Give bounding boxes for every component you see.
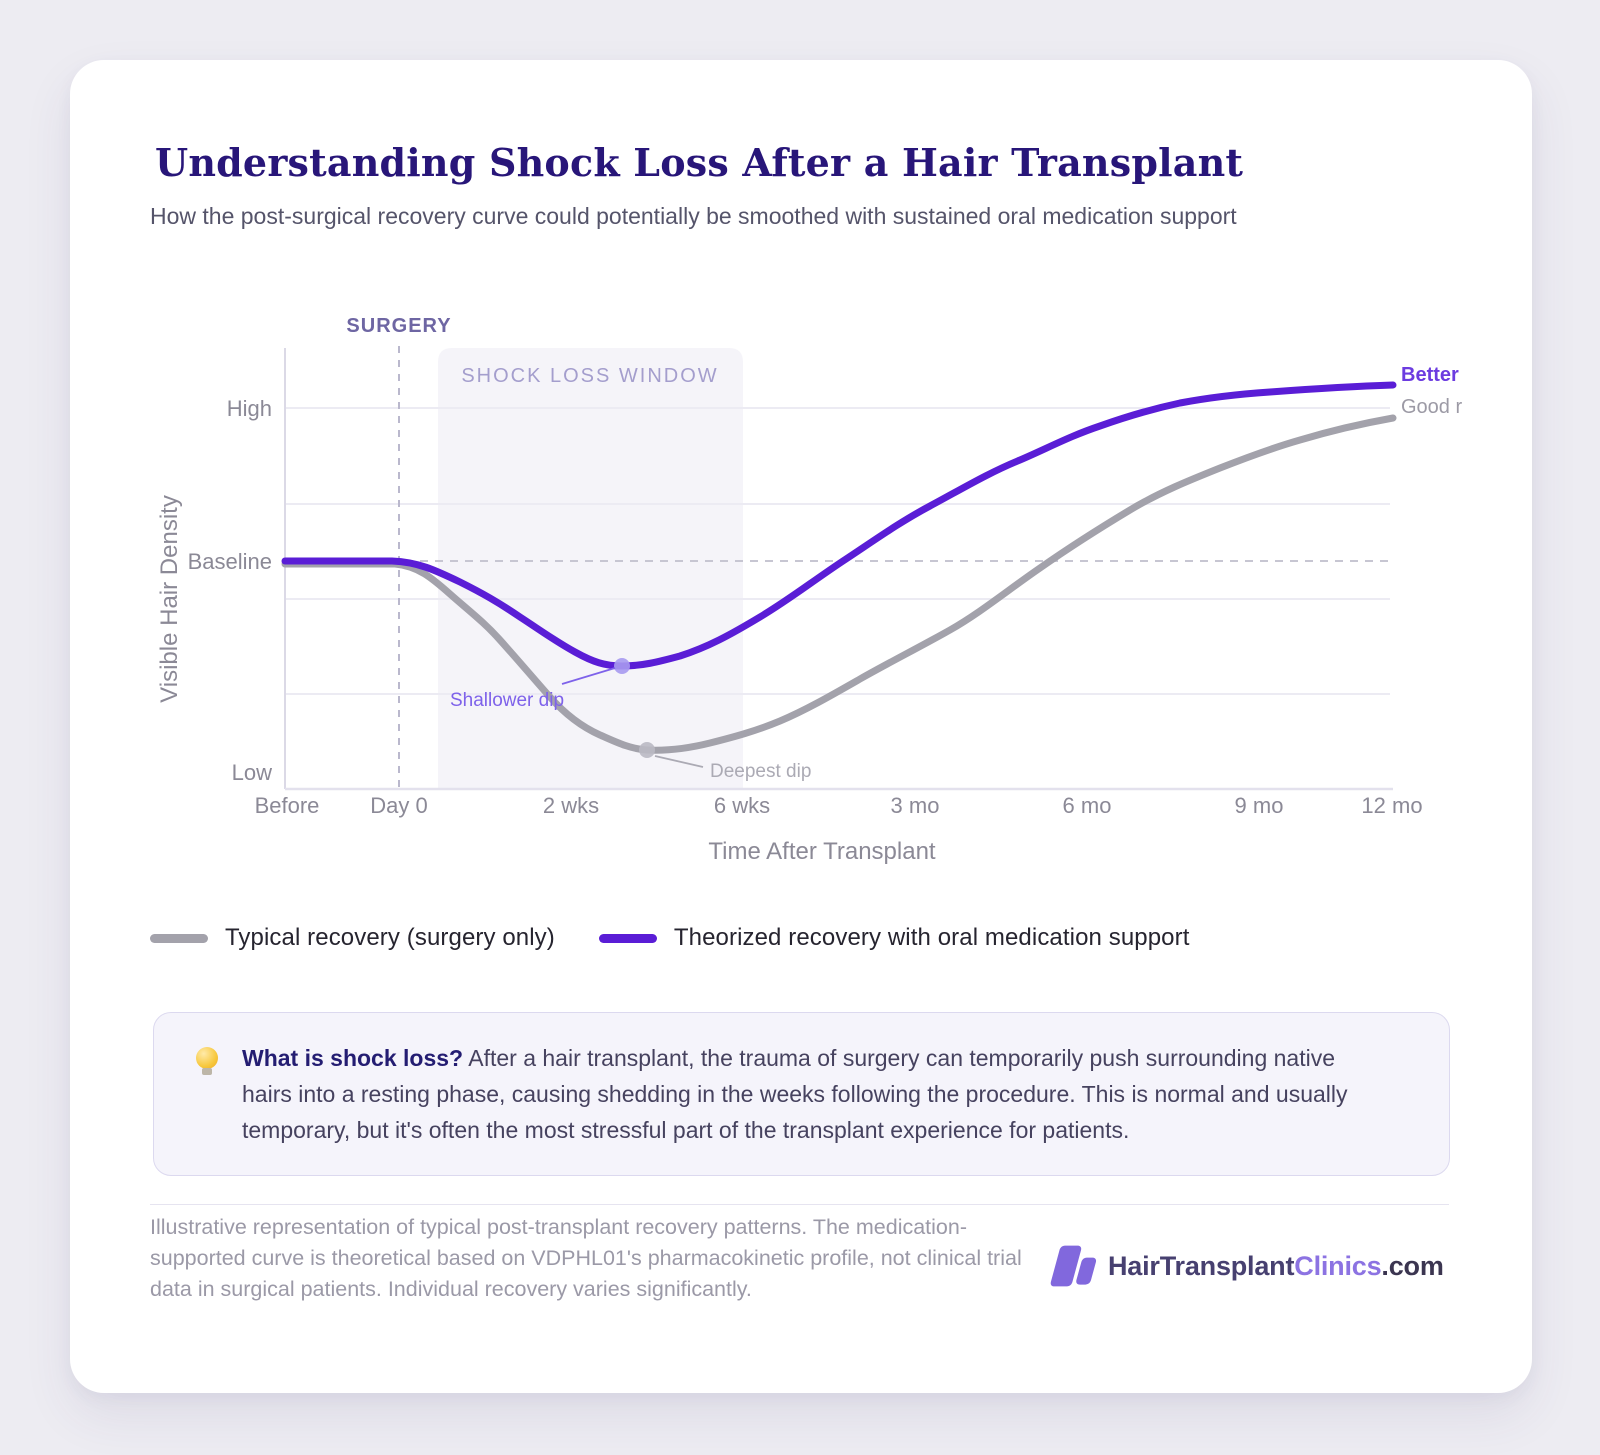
chart-legend: Typical recovery (surgery only) Theorize… — [150, 924, 1189, 952]
better-end-label: Better — [1401, 364, 1459, 386]
info-body: After a hair transplant, the trauma of s… — [242, 1045, 1348, 1143]
deepest-dip-label: Deepest dip — [710, 761, 811, 782]
page-title: Understanding Shock Loss After a Hair Tr… — [155, 140, 1244, 185]
shock-loss-window-label: SHOCK LOSS WINDOW — [461, 365, 718, 387]
info-title: What is shock loss? — [242, 1045, 464, 1071]
recovery-chart: SURGERY SHOCK LOSS WINDOW High Baseline … — [150, 310, 1500, 870]
svg-text:2 wks: 2 wks — [543, 793, 599, 818]
svg-text:12 mo: 12 mo — [1361, 793, 1422, 818]
svg-text:Before: Before — [255, 793, 320, 818]
typical-recovery-curve — [281, 414, 1397, 754]
legend-item-typical: Typical recovery (surgery only) — [150, 924, 555, 952]
legend-item-medicated: Theorized recovery with oral medication … — [598, 924, 1190, 952]
x-tick-labels: Before Day 0 2 wks 6 wks 3 mo 6 mo 9 mo … — [255, 793, 1423, 818]
shock-loss-window-band — [438, 348, 743, 789]
y-tick-high: High — [227, 396, 272, 421]
y-tick-baseline: Baseline — [188, 549, 272, 574]
logo-part-clinics: Clinics — [1294, 1250, 1382, 1281]
disclaimer-line-3: data in surgical patients. Individual re… — [150, 1277, 752, 1301]
footer-divider — [150, 1204, 1449, 1205]
y-axis-title: Visible Hair Density — [156, 495, 183, 703]
legend-label-medicated: Theorized recovery with oral medication … — [673, 924, 1190, 951]
svg-text:Day 0: Day 0 — [370, 793, 427, 818]
lightbulb-icon — [196, 1047, 218, 1075]
shallower-dip-pointer — [561, 667, 616, 685]
medicated-recovery-curve — [281, 381, 1397, 670]
typical-swatch-icon — [150, 933, 208, 943]
legend-label-typical: Typical recovery (surgery only) — [225, 924, 555, 951]
shallower-dip-label: Shallower dip — [450, 690, 564, 711]
surgery-label: SURGERY — [346, 315, 451, 337]
content-card: Understanding Shock Loss After a Hair Tr… — [70, 60, 1532, 1393]
deepest-dip-marker — [639, 742, 655, 758]
page-subtitle: How the post-surgical recovery curve cou… — [150, 203, 1237, 229]
brand-logo: HairTransplantClinics.com — [1046, 1242, 1444, 1290]
brand-logo-icon — [1050, 1245, 1097, 1287]
disclaimer-text: Illustrative representation of typical p… — [150, 1212, 1050, 1305]
svg-text:6 wks: 6 wks — [714, 793, 770, 818]
svg-text:6 mo: 6 mo — [1063, 793, 1112, 818]
info-text: What is shock loss? After a hair transpl… — [242, 1040, 1372, 1148]
disclaimer-line-1: Illustrative representation of typical p… — [150, 1215, 967, 1239]
brand-logo-text: HairTransplantClinics.com — [1108, 1251, 1444, 1282]
logo-part-hairtransplant: HairTransplant — [1108, 1250, 1295, 1281]
good-result-end-label: Good r — [1401, 396, 1462, 418]
y-tick-low: Low — [232, 760, 272, 785]
svg-text:9 mo: 9 mo — [1235, 793, 1284, 818]
shock-loss-info-box: What is shock loss? After a hair transpl… — [153, 1012, 1450, 1176]
deepest-dip-pointer — [654, 755, 704, 768]
x-axis-title: Time After Transplant — [708, 838, 936, 865]
chart-svg: SURGERY SHOCK LOSS WINDOW High Baseline … — [156, 315, 1462, 865]
medicated-swatch-icon — [598, 933, 657, 943]
logo-part-com: .com — [1381, 1250, 1444, 1281]
svg-text:3 mo: 3 mo — [891, 793, 940, 818]
disclaimer-line-2: supported curve is theoretical based on … — [150, 1246, 1022, 1270]
shallower-dip-marker — [614, 658, 630, 674]
